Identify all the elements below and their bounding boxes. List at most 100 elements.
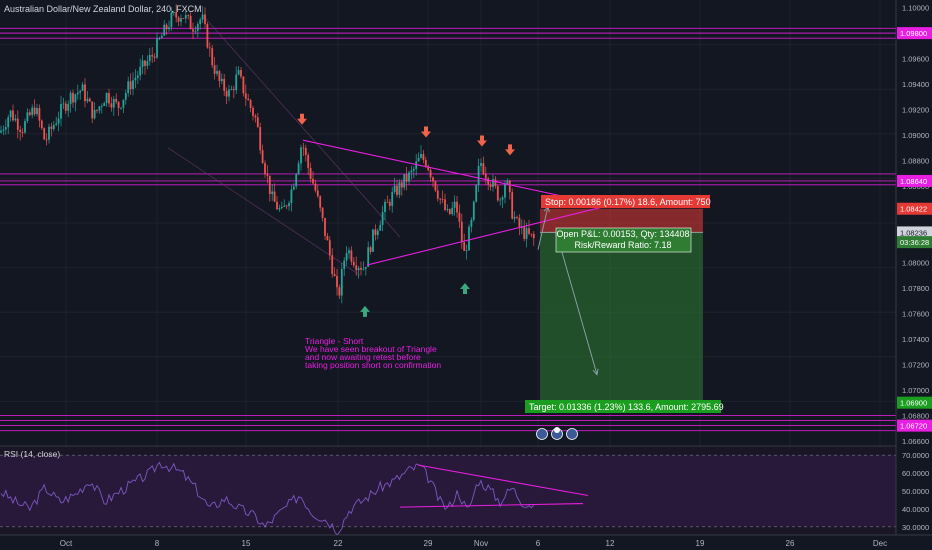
candle-body	[374, 229, 377, 236]
price-tick-label: 1.09200	[902, 106, 929, 115]
candle-body	[307, 154, 310, 169]
arrow-down-icon[interactable]	[421, 126, 431, 138]
annotation-line-3: and now awaiting retest before	[305, 352, 421, 362]
candle-body	[400, 182, 403, 188]
candle-body	[232, 89, 235, 91]
candle-body	[465, 250, 468, 252]
faint-trendline[interactable]	[204, 17, 401, 238]
candle-body	[12, 110, 14, 121]
candle-body	[333, 274, 336, 276]
candle-body	[264, 163, 266, 174]
candle-body	[9, 110, 12, 118]
candle-body	[168, 27, 170, 30]
triangle-trendlines[interactable]	[302, 139, 606, 266]
candle-body	[172, 12, 175, 13]
price-badge	[897, 174, 932, 187]
target-label-box[interactable]: Target: 0.01336 (1.23%) 133.6, Amount: 2…	[525, 400, 724, 413]
candle-body	[477, 165, 480, 186]
candle-body	[76, 92, 79, 95]
candle-body	[511, 192, 514, 219]
candle-body	[124, 93, 127, 100]
price-tick-label: 1.09000	[902, 131, 929, 140]
price-tick-label: 1.09400	[902, 80, 929, 89]
candle-body	[343, 260, 346, 270]
time-axis[interactable]: Oct 8 15 22 29 Nov 6 12 19 26 Dec	[60, 539, 887, 548]
event-icons[interactable]	[536, 427, 578, 440]
candle-body	[285, 205, 288, 207]
horizontal-levels[interactable]	[0, 27, 896, 432]
candle-body	[386, 201, 389, 203]
candle-body	[319, 196, 322, 208]
reward-zone[interactable]	[540, 232, 703, 403]
price-tick-label: 1.07200	[902, 360, 929, 369]
candle-body	[136, 75, 139, 78]
triangle-annotation[interactable]: Triangle - Short We have seen breakout o…	[305, 336, 441, 370]
rsi-line	[0, 461, 535, 536]
candle-body	[247, 98, 250, 101]
time-tick-label: Dec	[873, 539, 887, 548]
candle-body	[165, 24, 168, 30]
candle-body	[84, 84, 86, 102]
time-tick-label: 6	[536, 539, 541, 548]
candle-body	[369, 247, 372, 252]
candle-body	[64, 103, 67, 111]
candle-body	[148, 55, 151, 62]
faint-trendlines[interactable]	[167, 17, 401, 276]
forecast-arrow-line[interactable]	[561, 252, 598, 375]
arrow-up-icon[interactable]	[360, 305, 370, 317]
signal-arrows[interactable]	[297, 113, 515, 317]
rsi-trendline[interactable]	[417, 464, 589, 497]
price-tick-label: 1.07400	[902, 335, 929, 344]
triangle-trendline[interactable]	[302, 139, 564, 197]
candle-body	[170, 12, 173, 28]
arrow-up-icon[interactable]	[460, 282, 470, 294]
arrow-down-icon[interactable]	[477, 135, 487, 147]
faint-trendline[interactable]	[167, 147, 361, 276]
triangle-trendline[interactable]	[366, 205, 606, 266]
risk-zone[interactable]	[540, 208, 703, 233]
candle-body	[144, 60, 146, 66]
price-axis[interactable]: 1.10000 1.09600 1.09400 1.09200 1.09000 1.088…	[902, 4, 929, 446]
stop-label-box[interactable]: Stop: 0.00186 (0.17%) 18.6, Amount: 750	[541, 195, 711, 208]
rsi-trendline[interactable]	[399, 502, 584, 508]
candle-body	[134, 77, 137, 81]
candle-body	[67, 104, 70, 111]
candle-body	[468, 226, 470, 251]
event-icon[interactable]	[536, 428, 548, 440]
candle-body	[117, 101, 120, 109]
rsi-trendlines[interactable]	[399, 464, 589, 508]
candle-body	[100, 106, 103, 107]
candle-body	[384, 201, 386, 213]
candle-body	[487, 178, 490, 185]
candle-body	[424, 159, 427, 166]
arrow-down-icon[interactable]	[505, 144, 515, 156]
candles	[0, 4, 535, 304]
candle-body	[316, 190, 319, 197]
candle-body	[79, 90, 82, 93]
candle-body	[420, 154, 422, 158]
candle-body	[153, 56, 156, 58]
annotation-line-1: Triangle - Short	[305, 336, 364, 346]
forecast-arrow-line[interactable]	[537, 206, 549, 250]
candle-body	[199, 19, 202, 24]
event-icon[interactable]	[566, 428, 578, 440]
candle-body	[288, 203, 290, 207]
pnl-label-box[interactable]: Open P&L: 0.00153, Qty: 134408 Risk/Rewa…	[555, 227, 692, 253]
candle-body	[211, 48, 214, 66]
candle-body	[391, 192, 394, 206]
candle-body	[475, 185, 478, 202]
candle-body	[367, 247, 370, 267]
candle-body	[532, 234, 535, 239]
arrow-down-icon[interactable]	[297, 113, 307, 125]
candle-body	[348, 250, 350, 254]
candle-body	[504, 183, 506, 198]
rsi-pane[interactable]: RSI (14, close) 70.0000 60.0000 50.0000 40.…	[0, 447, 929, 536]
candle-body	[218, 71, 221, 82]
candle-body	[254, 115, 257, 118]
rsi-axis[interactable]: 70.0000 60.0000 50.0000 40.0000 30.0000	[902, 451, 929, 532]
price-tick-label: 1.08000	[902, 259, 929, 268]
candle-body	[55, 123, 58, 125]
candle-body	[187, 15, 190, 16]
